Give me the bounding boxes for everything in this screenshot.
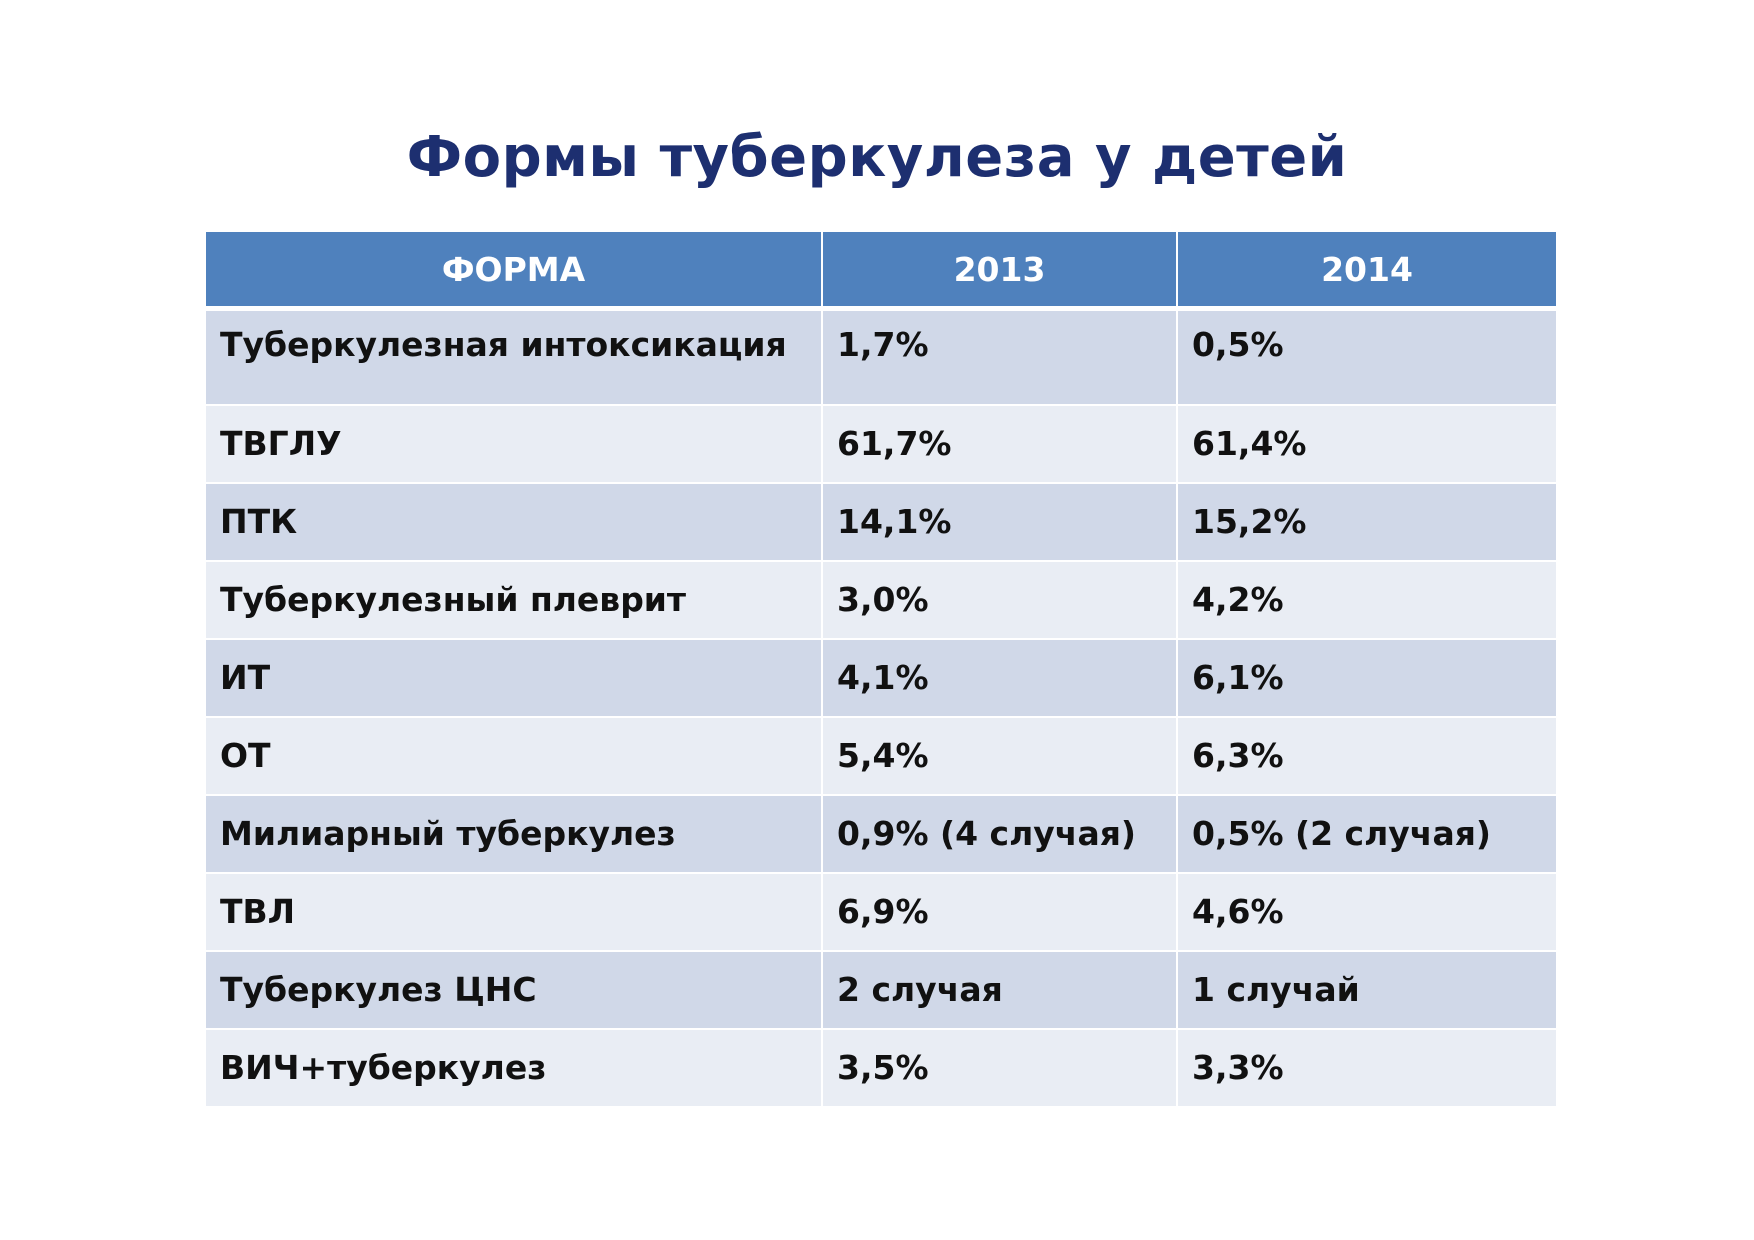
cell-2013: 14,1% [822, 482, 1178, 562]
table-row: Туберкулезная интоксикация 1,7% 0,5% [206, 308, 1556, 406]
cell-form: ОТ [206, 716, 823, 796]
cell-2014: 1 случай [1177, 950, 1556, 1030]
cell-2014: 4,6% [1177, 872, 1556, 952]
cell-form: Туберкулез ЦНС [206, 950, 823, 1030]
cell-2014: 0,5% [1177, 308, 1556, 406]
cell-2013: 3,0% [822, 560, 1178, 640]
table-row: ТВГЛУ 61,7% 61,4% [206, 404, 1556, 484]
header-year-2013: 2013 [822, 232, 1178, 311]
table-row: ТВЛ 6,9% 4,6% [206, 872, 1556, 952]
cell-2014: 4,2% [1177, 560, 1556, 640]
cell-2014: 6,1% [1177, 638, 1556, 718]
header-form: ФОРМА [206, 232, 823, 311]
table-header-row: ФОРМА 2013 2014 [206, 232, 1556, 311]
cell-2014: 0,5% (2 случая) [1177, 794, 1556, 874]
cell-form: ТВЛ [206, 872, 823, 952]
cell-2014: 15,2% [1177, 482, 1556, 562]
cell-form: ВИЧ+туберкулез [206, 1028, 823, 1108]
cell-form: ПТК [206, 482, 823, 562]
cell-2013: 3,5% [822, 1028, 1178, 1108]
cell-form: Милиарный туберкулез [206, 794, 823, 874]
cell-form: ИТ [206, 638, 823, 718]
cell-2013: 5,4% [822, 716, 1178, 796]
table-row: Туберкулез ЦНС 2 случая 1 случай [206, 950, 1556, 1030]
cell-form: Туберкулезный плеврит [206, 560, 823, 640]
table-row: ПТК 14,1% 15,2% [206, 482, 1556, 562]
cell-2013: 1,7% [822, 308, 1178, 406]
tuberculosis-forms-table: ФОРМА 2013 2014 Туберкулезная интоксикац… [206, 232, 1556, 1108]
cell-form: Туберкулезная интоксикация [206, 308, 823, 406]
table-row: ВИЧ+туберкулез 3,5% 3,3% [206, 1028, 1556, 1108]
header-year-2014: 2014 [1177, 232, 1556, 311]
table-row: Милиарный туберкулез 0,9% (4 случая) 0,5… [206, 794, 1556, 874]
cell-2013: 61,7% [822, 404, 1178, 484]
table-row: ОТ 5,4% 6,3% [206, 716, 1556, 796]
cell-2013: 0,9% (4 случая) [822, 794, 1178, 874]
cell-form: ТВГЛУ [206, 404, 823, 484]
table-row: Туберкулезный плеврит 3,0% 4,2% [206, 560, 1556, 640]
cell-2014: 3,3% [1177, 1028, 1556, 1108]
cell-2014: 6,3% [1177, 716, 1556, 796]
cell-2013: 2 случая [822, 950, 1178, 1030]
cell-2013: 4,1% [822, 638, 1178, 718]
cell-2014: 61,4% [1177, 404, 1556, 484]
table-row: ИТ 4,1% 6,1% [206, 638, 1556, 718]
cell-2013: 6,9% [822, 872, 1178, 952]
slide-title: Формы туберкулеза у детей [406, 125, 1348, 190]
